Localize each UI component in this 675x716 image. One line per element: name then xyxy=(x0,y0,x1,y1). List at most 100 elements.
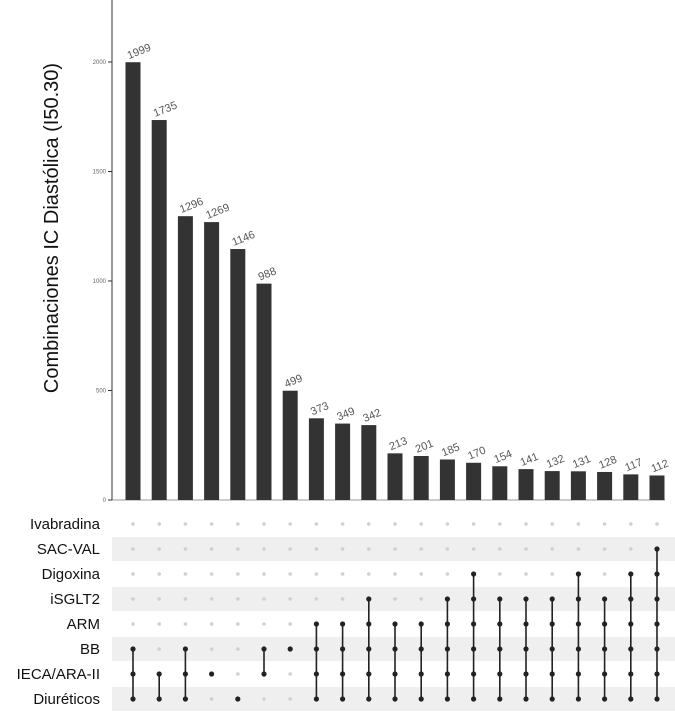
matrix-dot-active xyxy=(654,621,660,627)
matrix-dot-active xyxy=(340,696,346,702)
matrix-dot-active xyxy=(628,696,634,702)
matrix-dot-active xyxy=(523,671,529,677)
matrix-dot-inactive xyxy=(314,547,319,551)
matrix-dot-active xyxy=(602,671,608,677)
set-label: IECA/ARA-II xyxy=(17,666,100,683)
matrix-dot-active xyxy=(392,646,398,652)
matrix-dot-active xyxy=(418,646,424,652)
matrix-dot-active xyxy=(366,621,372,627)
matrix-dot-inactive xyxy=(157,522,161,526)
matrix-dot-inactive xyxy=(183,522,188,526)
set-label: iSGLT2 xyxy=(50,591,100,608)
matrix-dot-active xyxy=(628,621,634,627)
matrix-dot-inactive xyxy=(209,547,214,551)
matrix-dot-active xyxy=(602,621,608,627)
bar xyxy=(256,283,272,500)
matrix-dot-inactive xyxy=(288,597,293,601)
matrix-dot-active xyxy=(209,671,215,677)
matrix-dot-active xyxy=(392,671,398,677)
bar-value-label: 141 xyxy=(519,451,541,469)
matrix-dot-active xyxy=(654,646,660,652)
bar-value-label: 170 xyxy=(466,445,488,463)
matrix-dot-inactive xyxy=(340,522,345,526)
matrix-dot-inactive xyxy=(602,572,607,576)
matrix-dot-inactive xyxy=(498,547,502,551)
matrix-dot-active xyxy=(366,646,372,652)
matrix-dot-inactive xyxy=(655,522,659,526)
matrix-dot-active xyxy=(340,621,346,627)
matrix-dot-inactive xyxy=(209,622,214,626)
matrix-dot-inactive xyxy=(445,522,450,526)
matrix-dot-inactive xyxy=(236,547,240,551)
matrix-dot-inactive xyxy=(419,597,424,601)
matrix-dot-active xyxy=(313,621,319,627)
matrix-dot-inactive xyxy=(419,572,424,576)
matrix-dot-inactive xyxy=(262,597,266,601)
bar xyxy=(204,222,220,501)
matrix-dot-active xyxy=(130,646,136,652)
bar xyxy=(623,474,639,500)
matrix-dot-active xyxy=(628,671,634,677)
set-label: Diuréticos xyxy=(33,691,100,708)
matrix-dot-inactive xyxy=(183,622,188,626)
bar-value-label: 349 xyxy=(335,405,357,423)
bar xyxy=(439,459,455,500)
matrix-dot-active xyxy=(654,571,660,577)
matrix-dot-inactive xyxy=(393,522,397,526)
matrix-dot-active xyxy=(340,671,346,677)
matrix-dot-inactive xyxy=(209,697,214,701)
set-labels: Ivabradina SAC-VAL Digoxina iSGLT2 ARM BB IECA… xyxy=(17,516,101,708)
matrix-dot-active xyxy=(366,696,372,702)
matrix-dot-inactive xyxy=(131,622,135,626)
matrix-dot-inactive xyxy=(236,647,240,651)
matrix-dot-inactive xyxy=(157,547,161,551)
matrix-dot-active xyxy=(654,671,660,677)
set-label: BB xyxy=(80,641,100,658)
matrix-dot-active xyxy=(575,646,582,652)
matrix-dot-inactive xyxy=(209,572,214,576)
bar-value-label: 1146 xyxy=(230,229,256,249)
matrix-dot-active xyxy=(497,596,503,602)
matrix-dot-active xyxy=(549,621,555,627)
set-label: ARM xyxy=(67,616,100,633)
bar-value-label: 1269 xyxy=(204,202,231,222)
matrix-dot-active xyxy=(575,671,582,677)
matrix-dot-inactive xyxy=(262,522,266,526)
bar xyxy=(361,425,377,500)
matrix-dot-inactive xyxy=(288,622,293,626)
matrix-dot-inactive xyxy=(602,547,607,551)
matrix-dot-active xyxy=(235,696,241,702)
matrix-dot-inactive xyxy=(524,547,528,551)
matrix-dot-inactive xyxy=(314,572,319,576)
matrix-dot-inactive xyxy=(209,647,214,651)
set-label: SAC-VAL xyxy=(37,541,100,558)
matrix-dot-inactive xyxy=(340,572,345,576)
bar xyxy=(387,453,403,500)
matrix-dot-inactive xyxy=(183,547,188,551)
matrix-dot-inactive xyxy=(524,572,528,576)
matrix-dot-active xyxy=(549,646,555,652)
matrix-dot-active xyxy=(313,646,319,652)
bar xyxy=(570,471,586,500)
bar xyxy=(335,423,351,500)
bar xyxy=(466,462,482,500)
matrix-dot-inactive xyxy=(419,522,424,526)
matrix-dot-inactive xyxy=(209,597,214,601)
matrix-dot-inactive xyxy=(262,697,266,701)
matrix-dot-active xyxy=(602,696,608,702)
matrix-dot-active xyxy=(182,646,188,652)
matrix-dot-inactive xyxy=(576,547,581,551)
bar xyxy=(308,418,324,500)
bars xyxy=(125,62,665,501)
matrix-dot-inactive xyxy=(131,547,135,551)
matrix-dot-active xyxy=(156,671,162,677)
bar-value-label: 185 xyxy=(440,441,462,459)
bar-value-label: 1735 xyxy=(152,100,179,120)
matrix-dot-inactive xyxy=(524,522,528,526)
matrix-dot-active xyxy=(654,696,660,702)
matrix-dot-inactive xyxy=(367,547,371,551)
bar-value-label: 154 xyxy=(492,448,514,466)
matrix-dot-inactive xyxy=(498,572,502,576)
matrix-dot-active xyxy=(549,671,555,677)
